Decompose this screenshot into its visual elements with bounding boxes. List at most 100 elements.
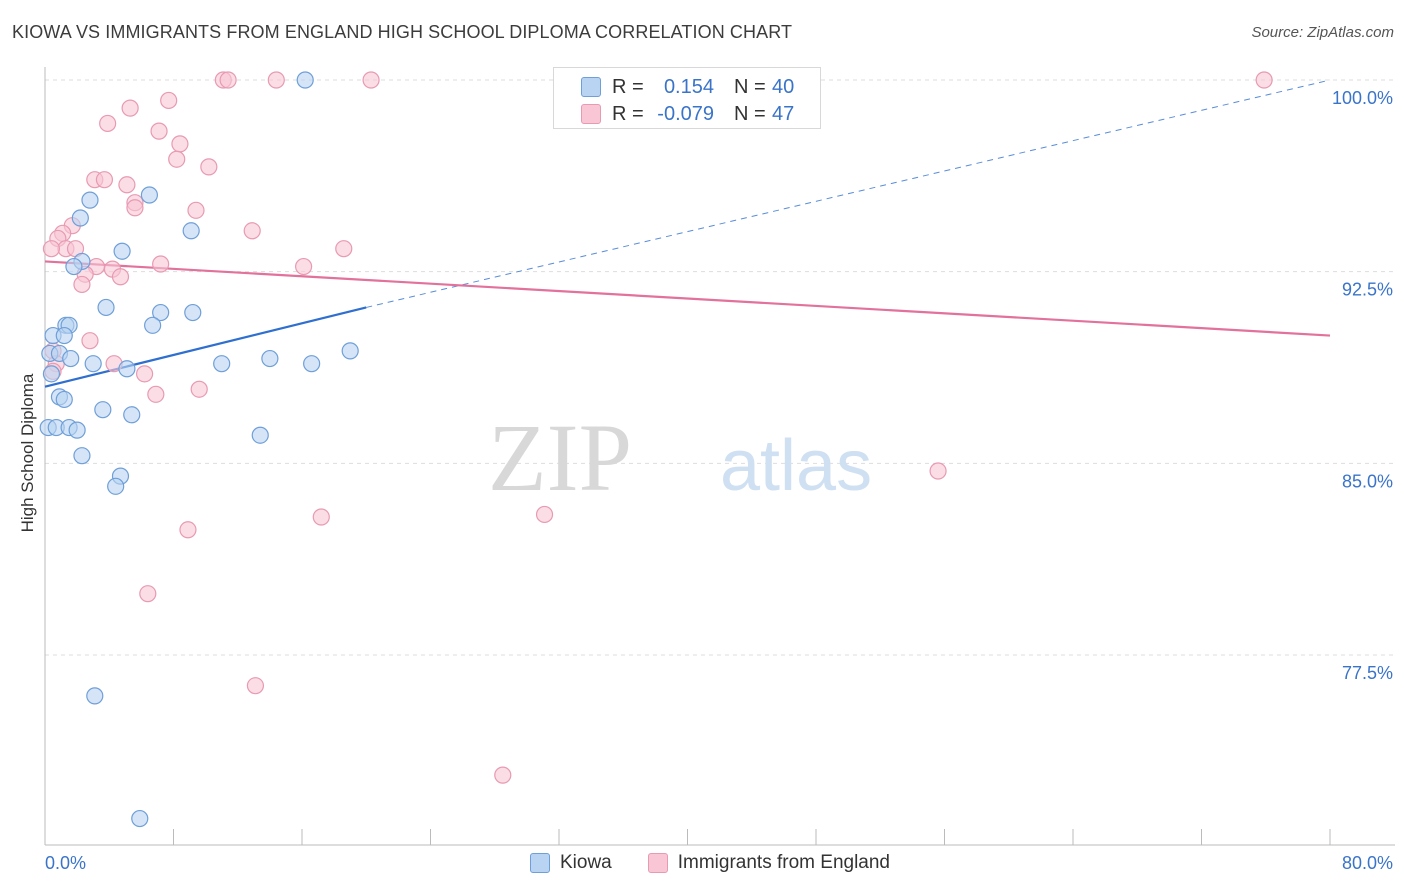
stats-legend-box: R = 0.154 N = 40 R = -0.079 N = 47 — [553, 67, 821, 129]
kiowa-swatch — [581, 77, 601, 97]
england-point — [535, 505, 554, 524]
kiowa-point — [144, 316, 162, 334]
n-value: 47 — [772, 102, 795, 125]
x-tick-label: 80.0% — [1342, 853, 1393, 873]
y-axis-label: High School Diploma — [18, 373, 37, 533]
watermark-zip: ZIP — [488, 404, 632, 511]
gridlines — [45, 79, 1395, 656]
r-value: -0.079 — [657, 102, 714, 125]
axes — [44, 67, 1395, 846]
england-point — [160, 91, 178, 110]
england-point — [81, 332, 99, 350]
england-point — [267, 71, 285, 89]
england-point — [295, 257, 313, 276]
kiowa-point — [140, 186, 159, 204]
kiowa-point — [86, 687, 104, 705]
england-point — [126, 199, 144, 217]
kiowa-point — [182, 222, 200, 240]
y-tick-label: 100.0% — [1332, 88, 1393, 108]
tick-labels: 77.5% 85.0% 92.5% 100.0% 0.0% 80.0% — [45, 88, 1393, 873]
y-tick-label: 92.5% — [1342, 280, 1393, 300]
england-point — [152, 255, 170, 273]
source-label: Source: ZipAtlas.com — [1251, 24, 1394, 41]
bottom-legend: Kiowa Immigrants from England — [530, 852, 916, 874]
legend-item-england: Immigrants from England — [647, 852, 890, 874]
england-point — [246, 677, 265, 695]
england-point — [190, 380, 208, 398]
england-legend-swatch — [647, 853, 668, 873]
kiowa-point — [113, 242, 131, 260]
kiowa-trend-line — [44, 306, 367, 388]
kiowa-legend-swatch — [530, 853, 550, 873]
england-point — [147, 385, 165, 403]
england-point — [168, 150, 186, 168]
england-point — [335, 240, 353, 258]
kiowa-point — [55, 390, 73, 409]
england-point — [121, 99, 139, 117]
england-point — [219, 71, 237, 89]
england-point — [179, 521, 197, 539]
england-point — [95, 171, 114, 189]
england-point — [73, 275, 91, 294]
kiowa-point — [184, 303, 202, 322]
kiowa-point — [131, 809, 149, 828]
kiowa-point — [68, 421, 86, 439]
n-label: N = — [734, 75, 766, 98]
kiowa-point — [97, 298, 115, 317]
legend-label-england: Immigrants from England — [677, 852, 890, 873]
kiowa-point — [107, 477, 125, 495]
england-point — [187, 201, 205, 219]
r-label: R = — [612, 102, 644, 125]
england-point — [99, 114, 117, 133]
kiowa-point — [303, 355, 321, 373]
england-point — [200, 158, 218, 176]
england-point — [42, 240, 61, 258]
n-label: N = — [734, 102, 766, 125]
england-point — [118, 176, 136, 194]
kiowa-point — [65, 257, 83, 276]
england-point — [135, 365, 154, 383]
y-tick-label: 85.0% — [1342, 471, 1393, 491]
england-point — [362, 71, 380, 89]
r-label: R = — [612, 75, 644, 98]
kiowa-point — [213, 355, 231, 373]
r-value: 0.154 — [663, 75, 714, 98]
y-tick-label: 77.5% — [1342, 663, 1393, 683]
kiowa-point — [251, 426, 269, 444]
x-tick-label: 0.0% — [45, 853, 86, 873]
kiowa-point — [118, 360, 136, 378]
england-point — [929, 462, 947, 480]
kiowa-point — [341, 342, 359, 360]
watermark: ZIP atlas — [488, 404, 872, 511]
chart-title: KIOWA VS IMMIGRANTS FROM ENGLAND HIGH SC… — [12, 22, 793, 42]
england-swatch — [581, 104, 601, 124]
kiowa-point — [152, 303, 170, 322]
kiowa-point — [62, 349, 80, 368]
england-point — [494, 766, 512, 784]
kiowa-point — [55, 326, 73, 345]
legend-item-kiowa: Kiowa — [530, 852, 612, 874]
england-point — [1255, 71, 1273, 89]
england-trend-line — [44, 260, 1331, 337]
kiowa-point — [73, 447, 91, 465]
kiowa-trend-extension — [366, 79, 1331, 308]
kiowa-point — [296, 71, 314, 89]
england-point — [171, 135, 189, 153]
kiowa-point — [71, 209, 89, 227]
legend-label-kiowa: Kiowa — [560, 852, 612, 873]
scatter-points — [39, 68, 1273, 828]
watermark-atlas: atlas — [720, 426, 872, 506]
england-point — [111, 268, 130, 286]
kiowa-point — [42, 365, 61, 383]
kiowa-point — [261, 349, 279, 368]
england-point — [139, 585, 157, 603]
england-point — [243, 222, 261, 240]
kiowa-point — [123, 406, 141, 424]
n-value: 40 — [772, 75, 795, 98]
kiowa-point — [94, 401, 112, 419]
england-point — [150, 122, 168, 140]
kiowa-point — [84, 355, 102, 373]
england-point — [312, 508, 330, 526]
trend-lines — [44, 79, 1331, 388]
